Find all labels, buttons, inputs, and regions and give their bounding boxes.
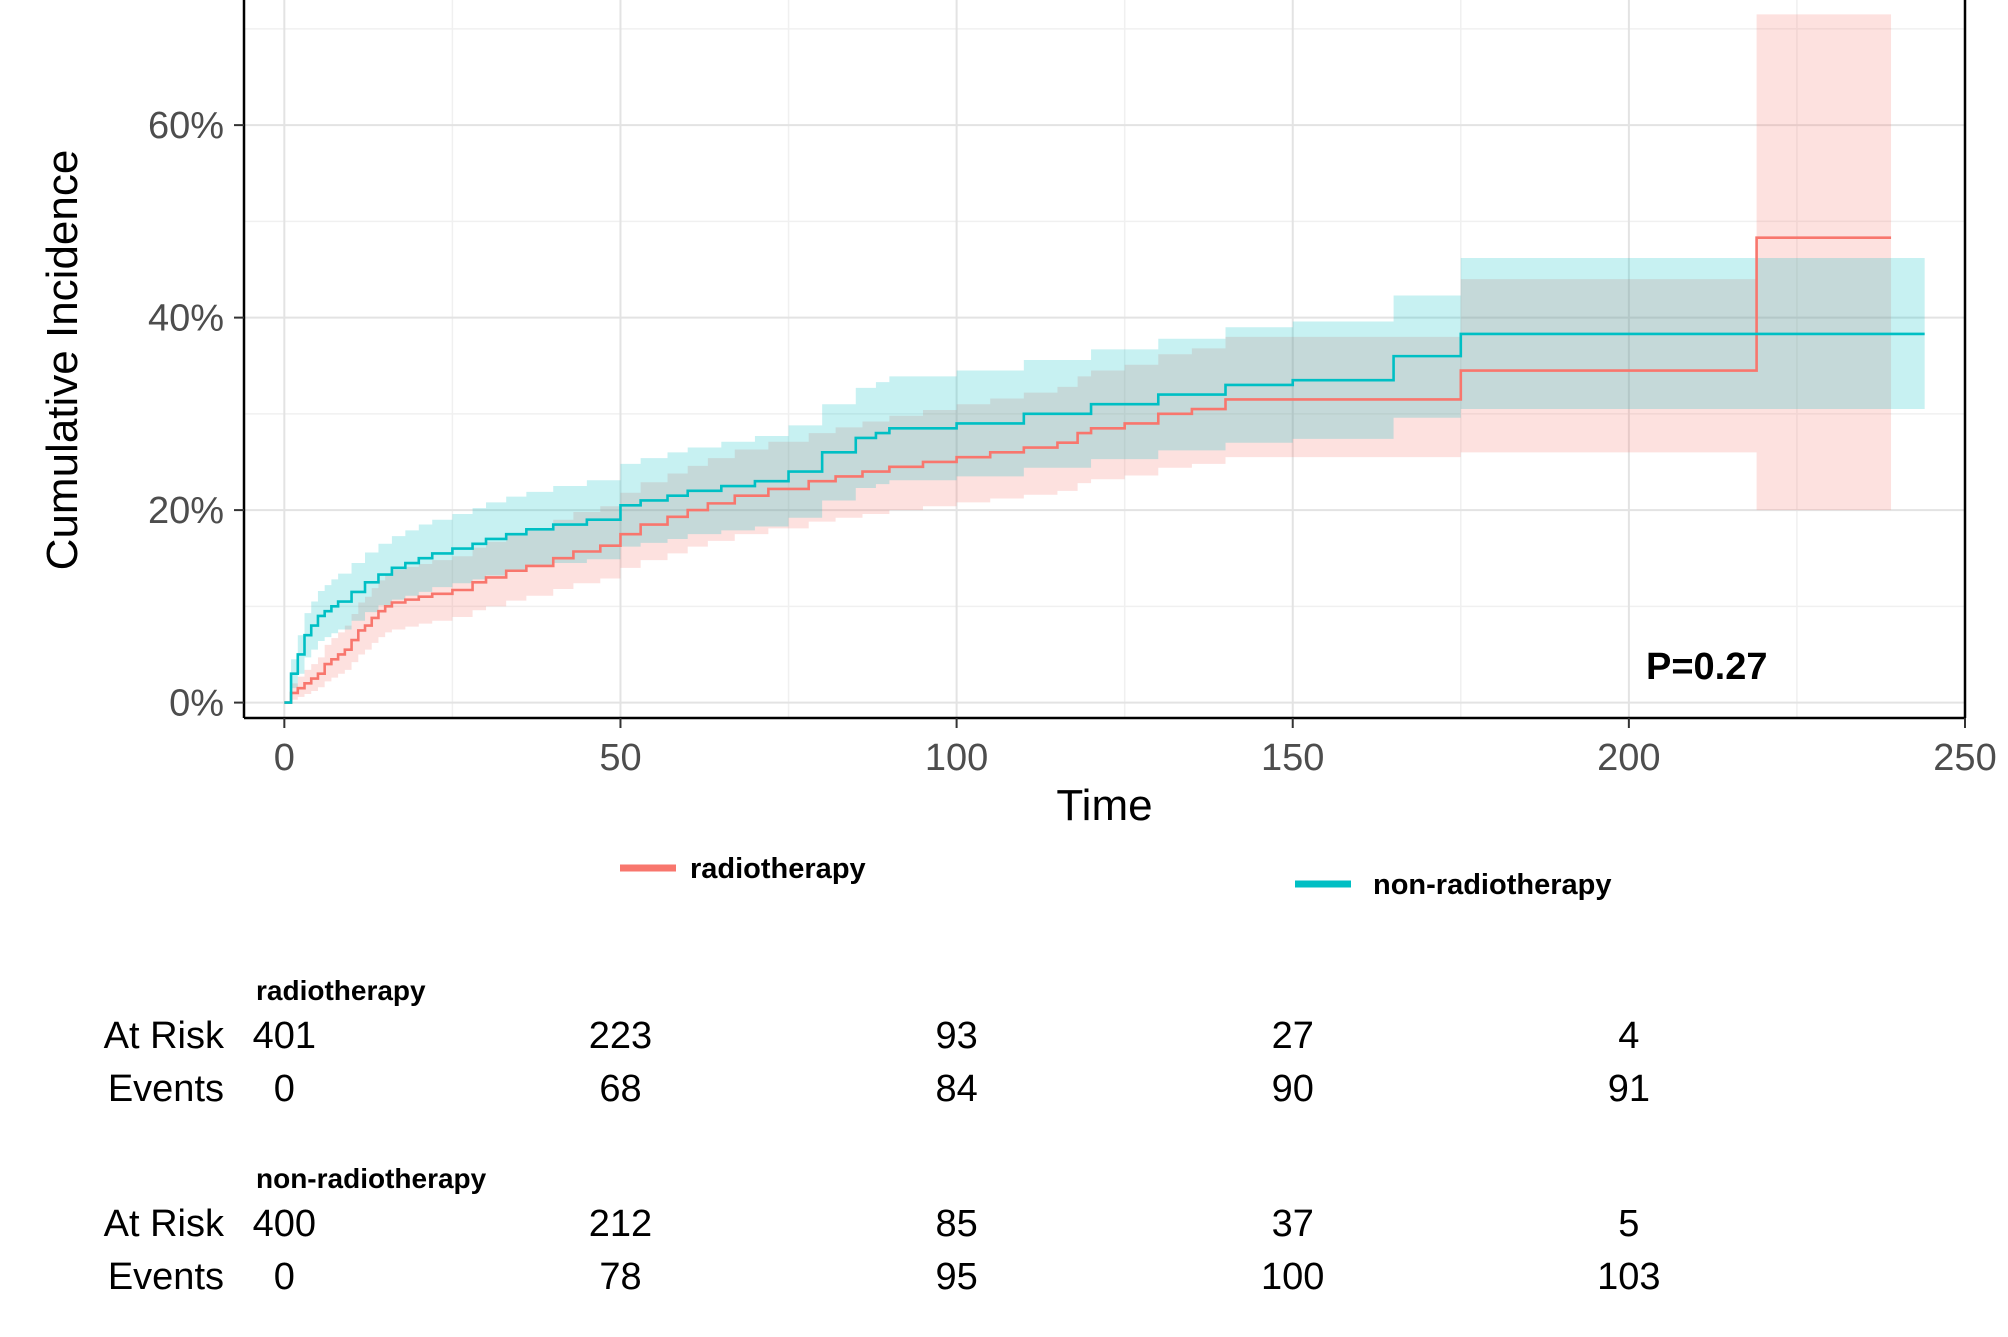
x-tick-label: 150	[1261, 737, 1324, 779]
risk-table-row-label: Events	[108, 1256, 224, 1298]
risk-table-cell: 68	[599, 1068, 641, 1110]
y-tick-label: 60%	[148, 105, 224, 147]
risk-table-cell: 91	[1608, 1068, 1650, 1110]
axes	[242, 0, 1967, 720]
confidence-bands	[284, 14, 1925, 703]
risk-table-cell: 78	[599, 1256, 641, 1298]
p-value-annotation: P=0.27	[1646, 646, 1768, 688]
x-tick-label: 200	[1597, 737, 1660, 779]
risk-table-cell: 103	[1597, 1256, 1660, 1298]
x-tick-label: 50	[599, 737, 641, 779]
risk-table-cell: 400	[253, 1203, 316, 1245]
grid-major	[244, 0, 1966, 718]
risk-table-cell: 0	[274, 1256, 295, 1298]
confidence-band-non-radiotherapy	[284, 257, 1925, 703]
confidence-band-radiotherapy	[284, 14, 1892, 703]
curve-non-radiotherapy	[284, 332, 1925, 704]
risk-table-cell: 85	[935, 1203, 977, 1245]
incidence-curves	[284, 236, 1925, 704]
risk-table-cell: 27	[1272, 1015, 1314, 1057]
y-tick-label: 0%	[169, 683, 224, 725]
risk-table-row-label: At Risk	[104, 1015, 225, 1057]
y-tick-label: 20%	[148, 490, 224, 532]
risk-table-group-title: non-radiotherapy	[256, 1163, 487, 1194]
risk-table-cell: 37	[1272, 1203, 1314, 1245]
x-tick-label: 100	[925, 737, 988, 779]
risk-table-row-label: Events	[108, 1068, 224, 1110]
axis-ticks: 0 50 100 150 200 250 0% 20% 40% 60%	[148, 105, 1997, 779]
y-axis-title: Cumulative Incidence	[38, 150, 87, 571]
x-tick-label: 0	[274, 737, 295, 779]
legend-label-non-radiotherapy: non-radiotherapy	[1373, 869, 1611, 901]
risk-table-cell: 223	[589, 1015, 652, 1057]
risk-table-cell: 90	[1272, 1068, 1314, 1110]
risk-table-cell: 5	[1618, 1203, 1639, 1245]
y-tick-label: 40%	[148, 298, 224, 340]
risk-table: radiotherapy At Risk 401 223 93 27 4 Events 0 68 8…	[104, 975, 1661, 1298]
curve-radiotherapy	[284, 236, 1892, 704]
risk-table-cell: 401	[253, 1015, 316, 1057]
risk-table-cell: 95	[935, 1256, 977, 1298]
risk-table-cell: 100	[1261, 1256, 1324, 1298]
risk-table-cell: 93	[935, 1015, 977, 1057]
risk-table-cell: 4	[1618, 1015, 1639, 1057]
x-axis-title: Time	[1056, 781, 1152, 830]
x-tick-label: 250	[1933, 737, 1996, 779]
legend-label-radiotherapy: radiotherapy	[690, 853, 866, 885]
risk-table-group-title: radiotherapy	[256, 975, 426, 1006]
risk-table-row-label: At Risk	[104, 1203, 225, 1245]
risk-table-cell: 84	[935, 1068, 977, 1110]
grid-minor	[244, 0, 1965, 718]
risk-table-cell: 212	[589, 1203, 652, 1245]
legend: radiotherapy non-radiotherapy	[620, 853, 1611, 901]
risk-table-cell: 0	[274, 1068, 295, 1110]
